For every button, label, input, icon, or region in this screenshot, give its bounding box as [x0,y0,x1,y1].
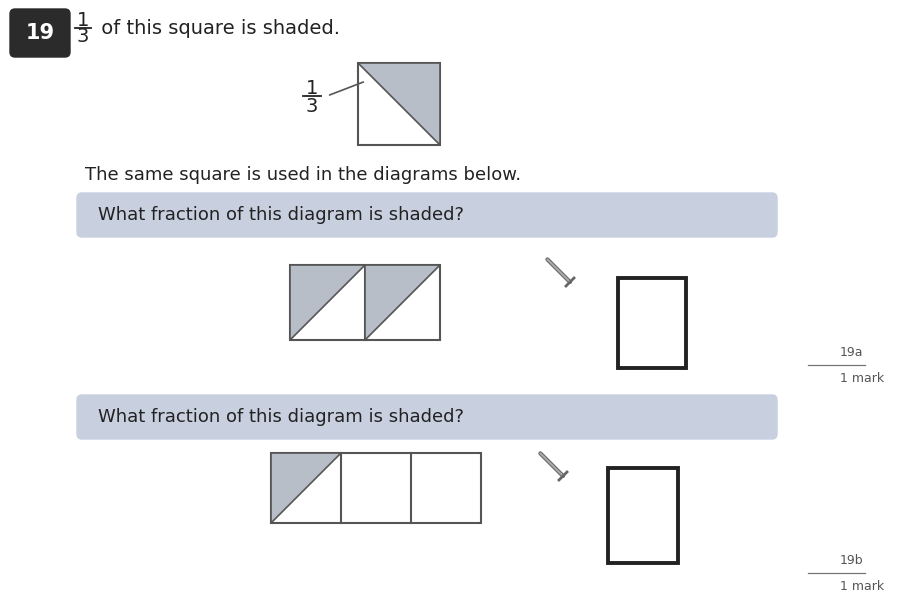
FancyBboxPatch shape [10,9,70,57]
Polygon shape [290,265,365,340]
Text: 3: 3 [306,97,319,115]
Polygon shape [271,453,341,523]
Text: 1 mark: 1 mark [840,579,884,593]
Polygon shape [365,265,440,340]
Bar [608,468,678,563]
Polygon shape [358,63,440,145]
Text: 19: 19 [25,23,55,43]
Text: The same square is used in the diagrams below.: The same square is used in the diagrams … [85,166,521,184]
Bar [358,63,440,145]
Text: 1: 1 [76,12,89,31]
Text: 1 mark: 1 mark [840,371,884,384]
Bar [618,278,686,368]
Text: What fraction of this diagram is shaded?: What fraction of this diagram is shaded? [98,408,464,426]
Text: 1: 1 [306,78,319,98]
Text: What fraction of this diagram is shaded?: What fraction of this diagram is shaded? [98,206,464,224]
Text: 19b: 19b [840,554,864,566]
Text: 3: 3 [76,27,89,46]
Bar [290,265,440,340]
Bar [271,453,481,523]
FancyBboxPatch shape [77,395,777,439]
Text: 19a: 19a [840,345,863,359]
Text: of this square is shaded.: of this square is shaded. [95,18,340,37]
FancyBboxPatch shape [77,193,777,237]
